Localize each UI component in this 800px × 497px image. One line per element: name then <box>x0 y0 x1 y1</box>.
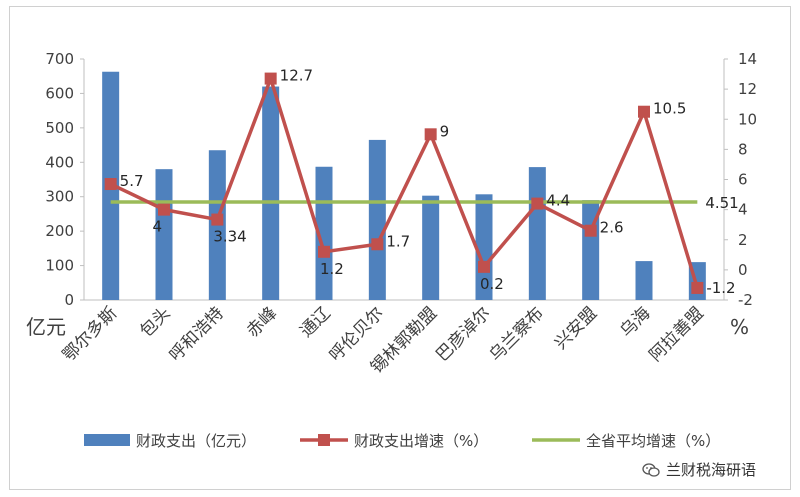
growth-data-label-6: 9 <box>440 122 450 140</box>
growth-data-label-11: -1.2 <box>706 279 735 297</box>
category-label-11: 阿拉善盟 <box>646 303 708 365</box>
right-tick-label: 14 <box>738 50 757 68</box>
average-data-label: 4.51 <box>705 194 738 212</box>
watermark: 兰财税海研语 <box>642 459 756 480</box>
growth-line <box>109 76 700 289</box>
left-tick-label: 300 <box>45 188 74 206</box>
wechat-icon <box>642 462 660 477</box>
growth-marker-10 <box>638 105 650 118</box>
growth-marker-2 <box>211 213 224 226</box>
category-label-4: 通辽 <box>296 303 334 341</box>
category-label-1: 包头 <box>136 303 174 341</box>
growth-marker-0 <box>104 178 117 191</box>
growth-marker-9 <box>584 224 597 237</box>
left-tick-label: 700 <box>45 50 74 68</box>
left-tick-label: 400 <box>45 153 74 171</box>
right-tick-label: 12 <box>738 80 757 98</box>
watermark-text: 兰财税海研语 <box>665 461 756 479</box>
legend-marker-growth <box>318 434 330 446</box>
left-tick-label: 0 <box>64 291 74 309</box>
bar-5 <box>368 139 386 300</box>
bar-6 <box>422 195 440 300</box>
chart-frame: 0 100 200 300 400 500 600 700 -2 0 2 4 6 8 10 12 14 亿元% 5… <box>9 6 791 490</box>
legend-label-average: 全省平均增速（%） <box>586 432 720 450</box>
growth-marker-11 <box>691 281 704 294</box>
bar-4 <box>315 166 333 300</box>
left-tick-label: 600 <box>45 84 74 102</box>
growth-data-label-8: 4.4 <box>546 192 570 210</box>
growth-data-label-3: 12.7 <box>280 67 313 85</box>
legend-label-bar: 财政支出（亿元） <box>136 432 256 450</box>
bar-8 <box>528 167 546 300</box>
legend-label-growth: 财政支出增速（%） <box>354 432 488 450</box>
category-label-0: 鄂尔多斯 <box>59 303 121 365</box>
right-axis-unit: % <box>730 315 749 339</box>
growth-marker-4 <box>318 245 330 258</box>
growth-marker-3 <box>264 72 277 85</box>
right-tick-label: 2 <box>738 231 748 249</box>
growth-data-label-2: 3.34 <box>213 228 246 246</box>
growth-data-label-5: 1.7 <box>386 232 410 250</box>
right-tick-label: 6 <box>738 171 748 189</box>
category-label-2: 呼和浩特 <box>166 303 228 365</box>
growth-marker-7 <box>478 260 490 273</box>
growth-marker-5 <box>371 238 384 251</box>
left-tick-label: 500 <box>45 119 74 137</box>
category-label-10: 乌海 <box>616 303 654 341</box>
left-tick-label: 200 <box>45 222 74 240</box>
bar-3 <box>262 86 280 301</box>
growth-data-label-7: 0.2 <box>480 275 504 293</box>
right-tick-label: 0 <box>738 261 748 279</box>
growth-marker-8 <box>531 197 544 210</box>
chart-svg: 0 100 200 300 400 500 600 700 -2 0 2 4 6 8 10 12 14 亿元% 5… <box>26 50 757 450</box>
growth-data-label-4: 1.2 <box>320 260 344 278</box>
growth-marker-6 <box>424 128 437 141</box>
category-label-7: 巴彦淖尔 <box>432 303 494 365</box>
growth-marker-1 <box>158 203 170 216</box>
left-axis-unit: 亿元 <box>26 315 66 339</box>
growth-data-label-1: 4 <box>152 218 162 236</box>
right-tick-label: 8 <box>738 140 748 158</box>
category-label-8: 乌兰察布 <box>486 303 548 365</box>
left-tick-label: 100 <box>45 257 74 275</box>
bar-10 <box>635 261 653 300</box>
right-tick-label: 4 <box>738 201 748 219</box>
bar-7 <box>475 194 493 300</box>
right-tick-label: 10 <box>738 110 757 128</box>
legend-swatch-bar <box>84 434 130 446</box>
category-label-9: 兴安盟 <box>551 303 601 353</box>
growth-data-label-9: 2.6 <box>600 219 624 237</box>
growth-data-label-0: 5.7 <box>120 172 144 190</box>
right-tick-label: -2 <box>738 291 753 309</box>
growth-data-label-10: 10.5 <box>653 100 686 118</box>
category-label-3: 赤峰 <box>243 303 281 341</box>
